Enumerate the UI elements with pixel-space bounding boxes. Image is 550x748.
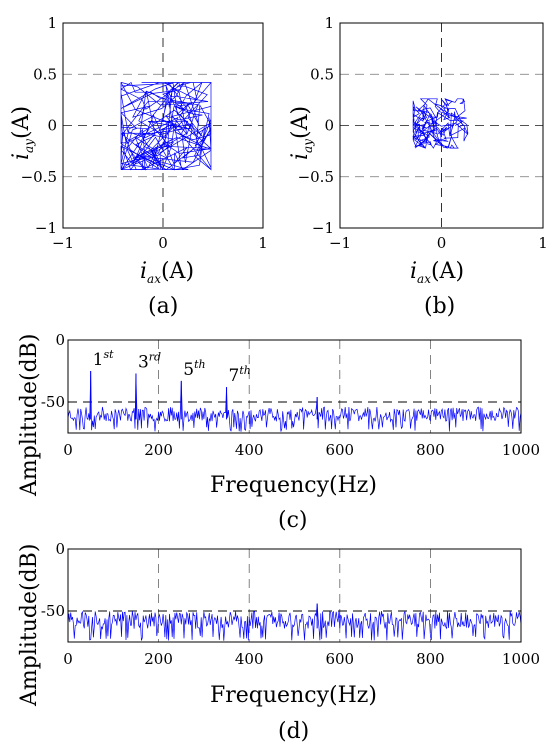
panel-a: −1 0 1 1 0.5 0 −0.5 −1 iax(A) iay(A) (a)	[9, 14, 268, 319]
b-ytick-label: 1	[324, 14, 334, 32]
a-ytick-label: 1	[47, 14, 57, 32]
c-xtick-label: 600	[325, 441, 354, 459]
panel-b-tick-labels: −1 0 1 1 0.5 0 −0.5 −1	[298, 14, 548, 252]
c-xtick-label: 400	[235, 441, 264, 459]
a-trajectory-line	[120, 81, 212, 171]
b-ytick-label: 0	[324, 117, 334, 135]
c-ytick-label: -50	[41, 393, 65, 411]
panel-a-tick-labels: −1 0 1 1 0.5 0 −0.5 −1	[21, 14, 268, 252]
panel-c: 0 200 400 600 800 1000 0 -50 1st 3rd 5th 7th Frequ…	[17, 331, 540, 533]
d-xtick-label: 400	[235, 650, 264, 668]
c-spectrum-line	[67, 370, 522, 432]
panel-d-xlabel: Frequency(Hz)	[210, 683, 377, 708]
b-ytick-label: 0.5	[310, 65, 334, 83]
panel-d-axes-box	[67, 548, 522, 643]
b-trajectory-line	[412, 98, 469, 149]
c-xtick-label: 1000	[502, 441, 540, 459]
panel-b-ylabel: iay(A)	[288, 106, 315, 160]
panel-b: −1 0 1 1 0.5 0 −0.5 −1 iax(A) iay(A) (b)	[288, 14, 548, 319]
b-ytick-label: −1	[312, 219, 334, 237]
panel-a-grid	[63, 23, 263, 228]
panel-d-ylabel: Amplitude(dB)	[17, 544, 42, 707]
b-ytick-label: −0.5	[298, 168, 334, 186]
d-xtick-label: 1000	[502, 650, 540, 668]
b-xtick-label: −1	[329, 234, 351, 252]
panel-a-axes-box	[62, 22, 264, 229]
d-ytick-label: 0	[55, 540, 65, 558]
panel-b-trajectory	[412, 98, 469, 149]
panel-c-axes-box	[67, 339, 522, 434]
panel-c-caption: (c)	[278, 508, 308, 533]
panel-d-caption: (d)	[278, 719, 309, 744]
d-xtick-label: 600	[325, 650, 354, 668]
panel-b-axes-box	[339, 22, 544, 229]
c-harmonic-label-3: 7th	[229, 364, 251, 386]
panel-c-harmonic-labels: 1st 3rd 5th 7th	[93, 348, 251, 386]
d-ytick-label: -50	[41, 602, 65, 620]
d-spectrum-line	[67, 603, 522, 641]
panel-d-spectrum	[67, 603, 522, 641]
c-harmonic-label-2: 5th	[183, 358, 205, 380]
panel-b-caption: (b)	[424, 294, 455, 319]
b-xtick-label: 0	[437, 234, 447, 252]
panel-c-xlabel: Frequency(Hz)	[210, 473, 377, 498]
a-ytick-label: −0.5	[21, 168, 57, 186]
a-xtick-label: −1	[52, 234, 74, 252]
panel-c-spectrum	[67, 370, 522, 432]
a-xtick-label: 0	[158, 234, 168, 252]
c-harmonic-label-1: 3rd	[138, 350, 161, 372]
c-ytick-label: 0	[55, 331, 65, 349]
panel-a-xlabel: iax(A)	[140, 259, 194, 286]
panel-d: 0 200 400 600 800 1000 0 -50 Frequency(Hz) Ampl…	[17, 540, 540, 744]
c-xtick-label: 800	[416, 441, 445, 459]
panel-b-grid	[340, 23, 543, 228]
panel-c-ylabel: Amplitude(dB)	[17, 334, 42, 497]
d-xtick-label: 0	[63, 650, 73, 668]
panel-a-trajectory	[120, 81, 212, 171]
c-harmonic-label-0: 1st	[93, 348, 114, 370]
b-xtick-label: 1	[538, 234, 548, 252]
d-xtick-label: 800	[416, 650, 445, 668]
c-xtick-label: 0	[63, 441, 73, 459]
panel-a-caption: (a)	[148, 294, 178, 319]
a-ytick-label: 0.5	[33, 65, 57, 83]
c-xtick-label: 200	[144, 441, 173, 459]
a-ytick-label: 0	[47, 117, 57, 135]
panel-c-tick-labels: 0 200 400 600 800 1000 0 -50	[41, 331, 540, 459]
a-xtick-label: 1	[258, 234, 268, 252]
a-ytick-label: −1	[35, 219, 57, 237]
panel-a-ylabel: iay(A)	[9, 106, 36, 160]
panel-d-tick-labels: 0 200 400 600 800 1000 0 -50	[41, 540, 540, 668]
panel-b-xlabel: iax(A)	[410, 259, 464, 286]
d-xtick-label: 200	[144, 650, 173, 668]
